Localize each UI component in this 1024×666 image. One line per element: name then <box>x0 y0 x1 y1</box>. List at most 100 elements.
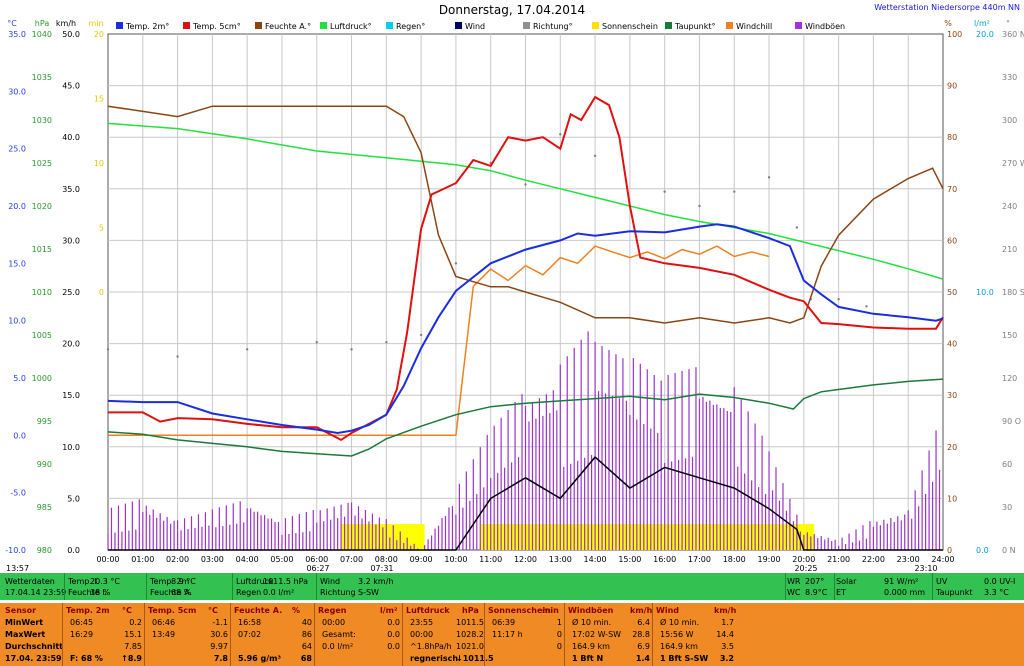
direction-tick: 90 O <box>1002 417 1021 426</box>
stats-separator <box>484 603 485 666</box>
stats-cell-value: 6.9 <box>637 642 650 651</box>
stats-col-unit: °C <box>122 606 132 615</box>
temp-tick: -10.0 <box>5 546 26 555</box>
stats-cell-value: 86 <box>301 630 312 639</box>
stats-cell-value: ↑8.9 <box>121 654 142 663</box>
stats-cell-value: 1.4 <box>635 654 650 663</box>
current-value: 0.000 mm <box>884 588 926 597</box>
chart-title: Donnerstag, 17.04.2014 <box>439 3 585 17</box>
stats-cell-value: -1.1 <box>212 618 228 627</box>
legend-label: Sonnenschein <box>602 22 658 31</box>
stats-separator <box>62 603 63 666</box>
current-value: 20.3 °C <box>90 577 120 586</box>
legend-swatch <box>592 22 599 29</box>
direction-point <box>315 340 318 344</box>
stats-cell-value: 15.1 <box>124 630 142 639</box>
current-separator <box>834 573 835 600</box>
current-label: Luftdruck <box>236 577 274 586</box>
stats-col-unit: km/h <box>630 606 653 615</box>
legend-swatch <box>320 22 327 29</box>
direction-point <box>767 176 771 179</box>
direction-tick: 150 <box>1002 331 1017 340</box>
temp-tick: 0.0 <box>13 431 26 440</box>
humidity-tick: 40 <box>947 340 957 349</box>
stats-cell-value: 1.7 <box>721 618 734 627</box>
sunset-time: 20:25 <box>794 564 817 573</box>
current-separator <box>64 573 65 600</box>
sunshine-tick: 15 <box>94 95 104 104</box>
direction-tick: 210 <box>1002 245 1017 254</box>
temp-unit: °C <box>7 19 17 28</box>
humidity-tick: 10 <box>947 494 957 503</box>
stats-separator <box>230 603 231 666</box>
x-tick: 03:00 <box>201 555 224 564</box>
wind-tick: 35.0 <box>62 185 80 194</box>
stats-row-label: 17.04. 23:59 <box>5 654 62 663</box>
current-label: 17.04.14 23:59 <box>5 588 67 597</box>
stats-cell-value: 68 <box>300 654 312 663</box>
stats-separator <box>402 603 403 666</box>
stats-cell-value: 30.6 <box>210 630 228 639</box>
direction-tick: 240 <box>1002 202 1017 211</box>
direction-tick: 0 N <box>1002 546 1016 555</box>
stats-cell-value: 28.8 <box>632 630 650 639</box>
wind-tick: 5.0 <box>67 494 80 503</box>
direction-point <box>593 154 597 158</box>
temp-tick: 30.0 <box>8 87 26 96</box>
series-line-wind <box>108 456 943 551</box>
stats-cell-label: 16:29 <box>70 630 94 639</box>
direction-unit: ° <box>1006 19 1010 28</box>
current-value: 8.9°C <box>805 588 828 597</box>
stats-cell-value: 7.8 <box>213 654 228 663</box>
current-label: Feuchte I. <box>68 588 108 597</box>
pressure-tick: 980 <box>37 546 52 555</box>
current-label: Temp. 2m <box>150 577 190 586</box>
current-label: UV <box>936 577 948 586</box>
wind-tick: 25.0 <box>62 288 80 297</box>
legend-label: Richtung° <box>533 22 573 31</box>
temp-tick: 5.0 <box>13 374 26 383</box>
stats-separator <box>314 603 315 666</box>
current-value: 68 % <box>171 588 192 597</box>
legend-swatch <box>183 22 190 29</box>
current-values-bar: Wetterdaten Temp. I. 20.3 °C Temp. 2m 8.9 °C… <box>0 573 1024 600</box>
stats-cell-label: 07:02 <box>238 630 262 639</box>
stats-col-head: Temp. 2m <box>66 606 110 615</box>
humidity-tick: 0 <box>947 546 952 555</box>
x-tick: 16:00 <box>653 555 676 564</box>
temp-tick: 35.0 <box>8 30 26 39</box>
humidity-tick: 30 <box>947 391 957 400</box>
legend-swatch <box>726 22 733 29</box>
direction-point <box>524 183 527 186</box>
current-value: 1011.5 hPa <box>263 577 308 586</box>
x-tick: 01:00 <box>131 555 154 564</box>
current-value: 0.0 UV-I <box>984 577 1016 586</box>
sunrise-icon-time: 07:31 <box>370 564 393 573</box>
stats-cell-label: 00:00 <box>410 630 434 639</box>
time-markers: 06:27 07:31 20:25 23:10 13:57 <box>6 564 938 573</box>
wind-tick: 10.0 <box>62 443 80 452</box>
humidity-tick: 100 <box>947 30 962 39</box>
humidity-unit: % <box>944 19 952 28</box>
legend-swatch <box>455 22 462 29</box>
x-tick: 04:00 <box>236 555 259 564</box>
stats-cell-label: 164.9 km <box>572 642 610 651</box>
stats-row-label: Sensor <box>5 606 37 615</box>
rain-tick: 20.0 <box>976 30 994 39</box>
station-name: Wetterstation Niedersorpe 440m NN <box>874 3 1020 12</box>
moon-time: 23:10 <box>914 564 937 573</box>
legend-swatch <box>116 22 123 29</box>
series-line-windchill <box>108 245 770 437</box>
stats-cell-value: 6.4 <box>637 618 650 627</box>
direction-point <box>385 340 388 344</box>
legend-swatch <box>523 22 530 29</box>
temp-tick: 15.0 <box>8 259 26 268</box>
direction-tick: 30 <box>1002 503 1012 512</box>
stats-row-label: Durchschnitt <box>5 642 64 651</box>
plot-area <box>106 33 944 551</box>
pressure-tick: 985 <box>37 503 52 512</box>
wind-tick: 40.0 <box>62 133 80 142</box>
x-tick: 12:00 <box>514 555 537 564</box>
wind-tick: 30.0 <box>62 236 80 245</box>
direction-point <box>419 333 423 337</box>
